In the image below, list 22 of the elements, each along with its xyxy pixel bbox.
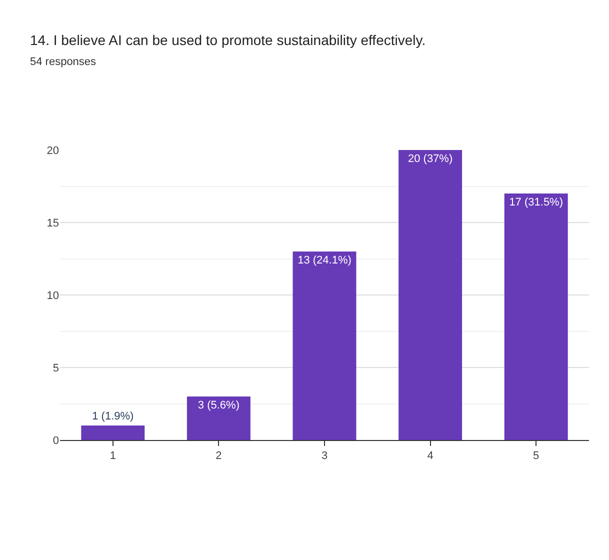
bar [292, 252, 356, 440]
data-label: 20 (37%) [408, 153, 453, 165]
data-label: 17 (31.5%) [509, 196, 564, 208]
x-tick-label: 4 [427, 450, 434, 462]
x-tick-label: 2 [216, 450, 222, 462]
y-tick-label: 10 [46, 290, 59, 302]
bar [398, 150, 462, 440]
chart-subtitle: 54 responses [30, 56, 97, 68]
data-label: 13 (24.1%) [298, 254, 352, 266]
y-tick-label: 20 [46, 144, 59, 157]
x-tick-label: 5 [533, 450, 540, 462]
y-tick-label: 15 [46, 217, 59, 230]
bar [81, 426, 145, 440]
data-label: 1 (1.9%) [92, 410, 134, 422]
x-tick-label: 1 [110, 450, 116, 462]
y-tick-label: 0 [52, 434, 59, 447]
y-tick-label: 5 [52, 362, 59, 374]
chart-title: 14. I believe AI can be used to promote sustainability effectively. [30, 32, 426, 48]
bar [186, 396, 250, 440]
data-label: 3 (5.6%) [198, 400, 240, 412]
x-tick-label: 3 [321, 450, 328, 462]
bar [504, 194, 568, 440]
